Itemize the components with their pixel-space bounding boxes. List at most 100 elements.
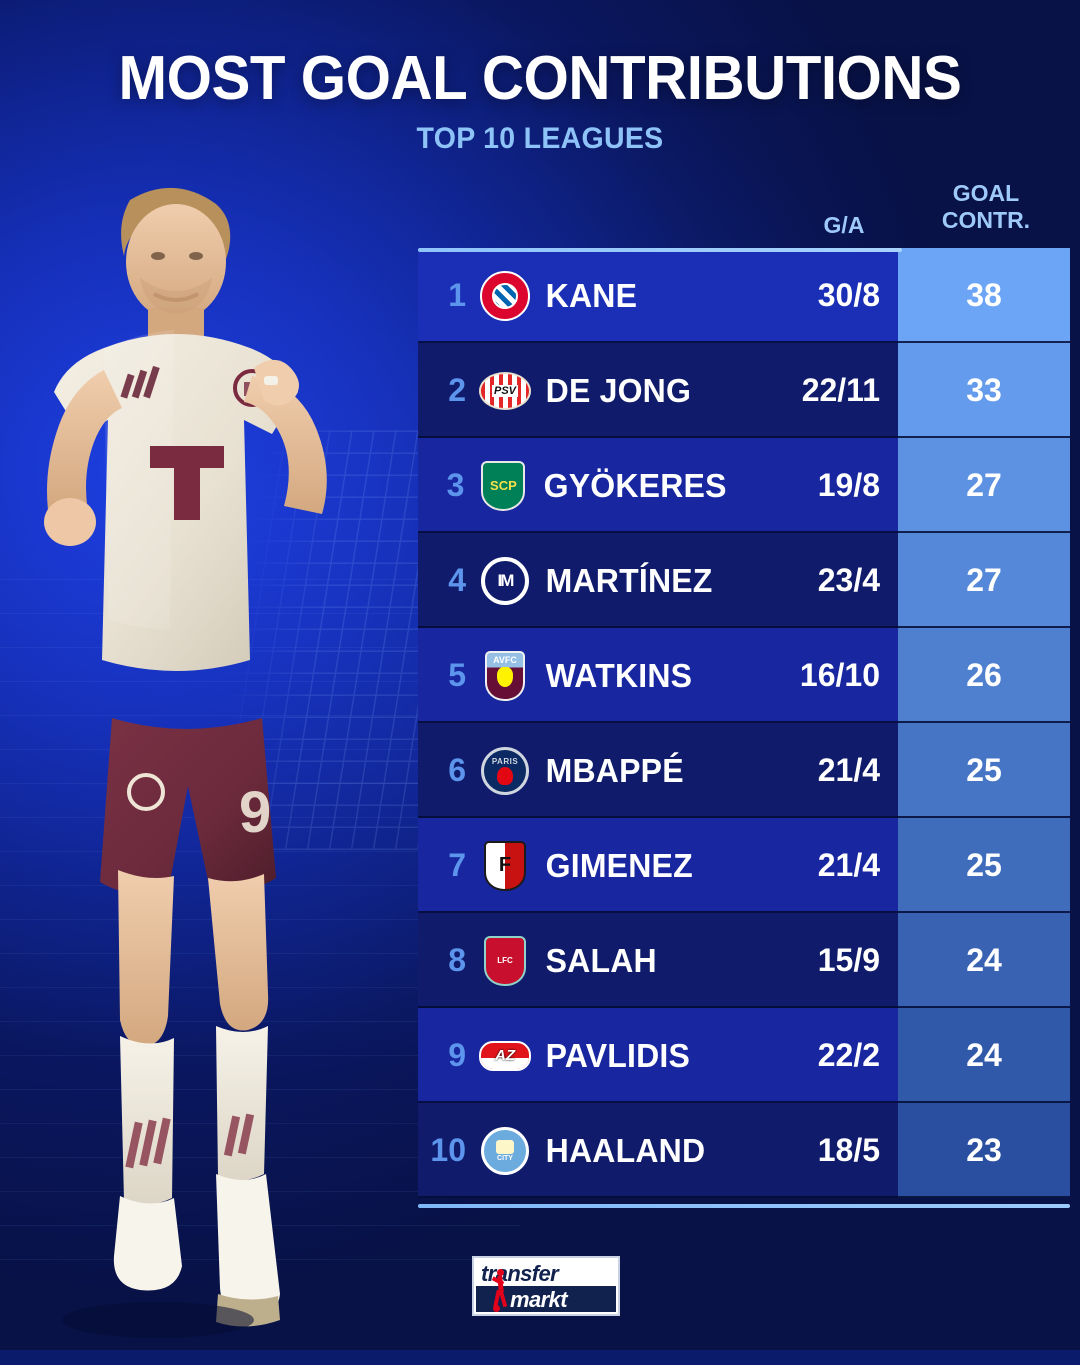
row-divider-right: [898, 1006, 1070, 1008]
rank-number: 4: [448, 562, 466, 598]
row-divider: [418, 721, 898, 723]
row-main-cell: 4 IM MARTÍNEZ 23/4: [418, 533, 898, 628]
table-bottom-rule: [418, 1204, 1070, 1208]
player-name: PAVLIDIS: [545, 1036, 691, 1074]
goal-contributions-value: 24: [966, 942, 1002, 978]
rank-number: 2: [448, 372, 466, 408]
row-divider: [418, 816, 898, 818]
footballer-figure-icon: [491, 1269, 508, 1312]
goal-contributions-cell: 25: [898, 818, 1070, 913]
row-divider-right: [898, 721, 1070, 723]
svg-text:9: 9: [239, 780, 271, 845]
rank-number: 8: [448, 942, 466, 978]
goal-contributions-value: 38: [966, 277, 1002, 313]
goals-assists-value: 21/4: [817, 847, 880, 883]
mancity-crest-icon: CITY: [476, 1122, 534, 1180]
row-main-cell: 7 F GIMENEZ 21/4: [418, 818, 898, 913]
goal-contributions-value: 24: [966, 1037, 1002, 1073]
row-divider: [418, 341, 898, 343]
goals-assists-value: 22/2: [817, 1037, 880, 1073]
transfermarkt-logo: transfer markt: [472, 1256, 620, 1316]
table-row[interactable]: 1 KANE 30/8 38: [418, 248, 1070, 343]
goal-contributions-cell: 38: [898, 248, 1070, 343]
row-divider-right: [898, 1196, 1070, 1198]
player-name: MBAPPÉ: [545, 751, 684, 789]
row-divider-right: [898, 911, 1070, 913]
player-name: MARTÍNEZ: [545, 561, 713, 599]
table-row[interactable]: 10 CITY HAALAND 18/5 23: [418, 1103, 1070, 1198]
row-main-cell: 3 SCP GYÖKERES 19/8: [418, 438, 898, 533]
rank-number: 3: [446, 467, 465, 503]
rank-number: 6: [448, 752, 466, 788]
goals-assists-value: 19/8: [817, 467, 880, 503]
goal-contributions-cell: 33: [898, 343, 1070, 438]
goal-contributions-value: 25: [966, 847, 1002, 883]
column-header-ga: G/A: [790, 212, 898, 239]
goal-contributions-cell: 24: [898, 1008, 1070, 1103]
table-row[interactable]: 6 PARIS MBAPPÉ 21/4 25: [418, 723, 1070, 818]
avfc-crest-icon: AVFC: [476, 647, 534, 705]
row-divider: [418, 911, 898, 913]
page-subtitle: TOP 10 LEAGUES: [416, 122, 664, 155]
goal-contributions-value: 27: [966, 562, 1002, 598]
row-divider: [418, 436, 898, 438]
goal-contributions-value: 23: [966, 1132, 1002, 1168]
row-divider-right: [898, 816, 1070, 818]
row-divider-right: [898, 1101, 1070, 1103]
inter-crest-icon: IM: [476, 552, 534, 610]
row-main-cell: 10 CITY HAALAND 18/5: [418, 1103, 898, 1198]
feyenoord-crest-icon: F: [476, 837, 534, 895]
row-main-cell: 1 KANE 30/8: [418, 248, 898, 343]
rank-number: 10: [430, 1132, 466, 1168]
psg-crest-icon: PARIS: [476, 742, 534, 800]
goal-contributions-cell: 27: [898, 438, 1070, 533]
player-name: SALAH: [545, 941, 657, 979]
row-divider: [418, 1196, 898, 1198]
table-row[interactable]: 3 SCP GYÖKERES 19/8 27: [418, 438, 1070, 533]
table-row[interactable]: 7 F GIMENEZ 21/4 25: [418, 818, 1070, 913]
goal-contributions-value: 33: [966, 372, 1002, 408]
player-name: KANE: [545, 276, 638, 314]
row-divider-right: [898, 531, 1070, 533]
goals-assists-value: 16/10: [799, 657, 880, 693]
page-title: MOST GOAL CONTRIBUTIONS: [118, 44, 962, 113]
table-row[interactable]: 8 LFC SALAH 15/9 24: [418, 913, 1070, 1008]
row-divider: [418, 1101, 898, 1103]
goal-contributions-value: 26: [966, 657, 1002, 693]
row-main-cell: 9 AZ PAVLIDIS 22/2: [418, 1008, 898, 1103]
goal-contributions-value: 27: [966, 467, 1002, 503]
transfermarkt-wordmark-markt: markt: [510, 1287, 568, 1312]
player-photo: 9: [8, 170, 438, 1360]
row-divider-right: [898, 341, 1070, 343]
rank-number: 5: [448, 657, 466, 693]
rank-number: 9: [448, 1037, 466, 1073]
row-main-cell: 5 AVFC WATKINS 16/10: [418, 628, 898, 723]
rank-number: 7: [448, 847, 466, 883]
table-row[interactable]: 5 AVFC WATKINS 16/10 26: [418, 628, 1070, 723]
column-header-goal-contributions: GOAL CONTR.: [900, 180, 1072, 234]
gc-label-line1: GOAL: [952, 180, 1020, 206]
ga-label: G/A: [823, 212, 865, 238]
player-name: GIMENEZ: [545, 846, 693, 884]
rank-number: 1: [448, 277, 466, 313]
row-divider-right: [898, 626, 1070, 628]
goals-assists-value: 18/5: [817, 1132, 880, 1168]
row-divider-right: [898, 436, 1070, 438]
row-divider: [418, 626, 898, 628]
goals-assists-value: 15/9: [817, 942, 880, 978]
goal-contributions-cell: 25: [898, 723, 1070, 818]
sporting-crest-icon: SCP: [474, 457, 532, 515]
goals-assists-value: 30/8: [817, 277, 880, 313]
goal-contributions-cell: 24: [898, 913, 1070, 1008]
row-divider: [418, 1006, 898, 1008]
table-row[interactable]: 9 AZ PAVLIDIS 22/2 24: [418, 1008, 1070, 1103]
goals-assists-value: 23/4: [817, 562, 880, 598]
row-main-cell: 8 LFC SALAH 15/9: [418, 913, 898, 1008]
liverpool-crest-icon: LFC: [476, 932, 534, 990]
table-row[interactable]: 4 IM MARTÍNEZ 23/4 27: [418, 533, 1070, 628]
gc-label-line2: CONTR.: [941, 207, 1031, 233]
goal-contributions-value: 25: [966, 752, 1002, 788]
bayern-crest-icon: [476, 267, 534, 325]
leaderboard-table: 1 KANE 30/8 38 2 PSV DE JONG 22/11 33 3 …: [418, 248, 1070, 1198]
table-row[interactable]: 2 PSV DE JONG 22/11 33: [418, 343, 1070, 438]
